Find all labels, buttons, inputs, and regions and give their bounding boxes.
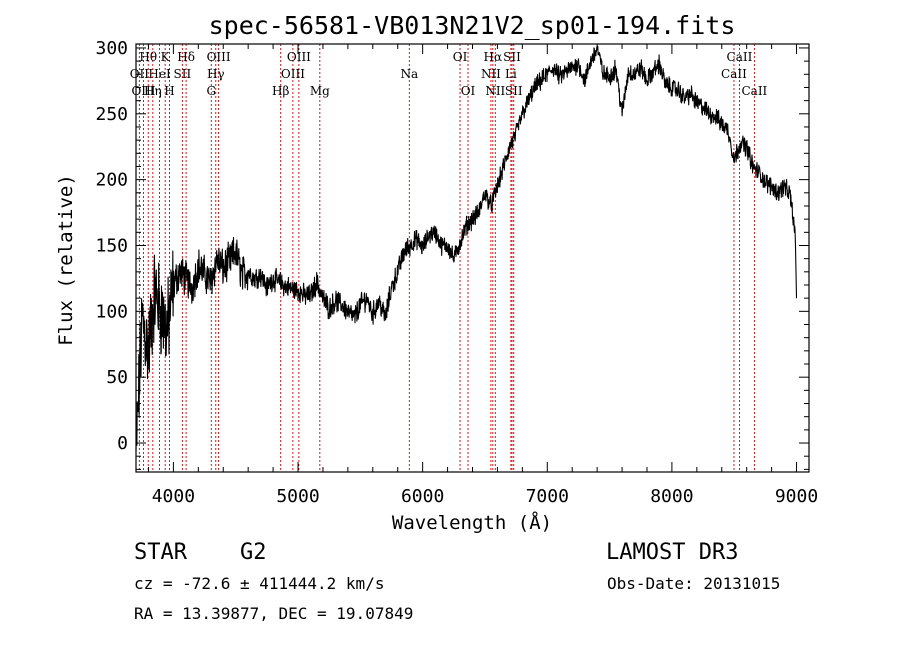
x-axis-ticks: 4000 5000 6000 7000 8000 9000 — [147, 44, 818, 507]
sky-coordinates: RA = 13.39877, DEC = 19.07849 — [134, 604, 413, 623]
redshift-velocity: cz = -72.6 ± 411444.2 km/s — [134, 574, 384, 593]
line-label-5: Hη — [144, 84, 162, 98]
line-label-10: Hγ — [207, 67, 225, 81]
line-label-27: CaII — [741, 84, 767, 98]
line-label-7: Hδ — [177, 50, 195, 64]
y-axis-label: Flux (relative) — [55, 174, 77, 346]
spectrum-line — [135, 45, 798, 453]
spectral-line-markers — [138, 44, 755, 472]
line-label-20: NII — [485, 84, 505, 98]
y-tick-label-0: 0 — [117, 433, 128, 454]
line-label-15: Mg — [310, 84, 330, 98]
y-tick-label-4: 200 — [95, 170, 128, 191]
y-tick-label-5: 250 — [95, 104, 128, 125]
line-label-8: SII — [174, 67, 192, 81]
x-tick-label-3: 7000 — [526, 486, 569, 507]
line-label-24: SII — [505, 84, 523, 98]
line-label-22: SII — [503, 50, 521, 64]
line-label-9: OIII — [207, 50, 231, 64]
line-label-25: CaII — [721, 67, 747, 81]
y-tick-label-3: 150 — [95, 235, 128, 256]
line-label-26: CaII — [727, 50, 753, 64]
object-subclass: G2 — [240, 540, 267, 565]
line-label-0: Hθ — [139, 50, 157, 64]
x-tick-label-2: 6000 — [401, 486, 444, 507]
x-axis-label: Wavelength (Å) — [392, 511, 552, 534]
x-tick-label-5: 9000 — [775, 486, 818, 507]
y-tick-label-6: 300 — [95, 38, 128, 59]
line-label-14: OIII — [287, 50, 311, 64]
observation-date: Obs-Date: 20131015 — [607, 574, 780, 593]
line-label-17: OI — [453, 50, 468, 64]
y-tick-label-1: 50 — [106, 367, 128, 388]
y-axis-ticks: 0 50 100 150 200 250 300 — [95, 38, 809, 470]
line-label-23: Li — [505, 67, 517, 81]
object-class: STAR — [134, 540, 188, 565]
y-tick-label-2: 100 — [95, 301, 128, 322]
line-label-4: H — [164, 84, 174, 98]
line-label-16: Na — [400, 67, 418, 81]
x-tick-label-1: 5000 — [276, 486, 319, 507]
line-label-13: OIII — [281, 67, 305, 81]
line-label-19: NII — [481, 67, 501, 81]
line-label-18: OI — [461, 84, 476, 98]
line-label-3: K — [161, 50, 171, 64]
chart-title: spec-56581-VB013N21V2_sp01-194.fits — [209, 11, 736, 40]
x-tick-label-4: 8000 — [650, 486, 693, 507]
line-label-21: Hα — [484, 50, 503, 64]
line-label-6: HeI — [148, 67, 171, 81]
x-tick-label-0: 4000 — [152, 486, 195, 507]
line-label-12: Hβ — [272, 84, 289, 98]
line-label-11: G — [206, 84, 216, 98]
survey-name: LAMOST DR3 — [606, 540, 738, 565]
